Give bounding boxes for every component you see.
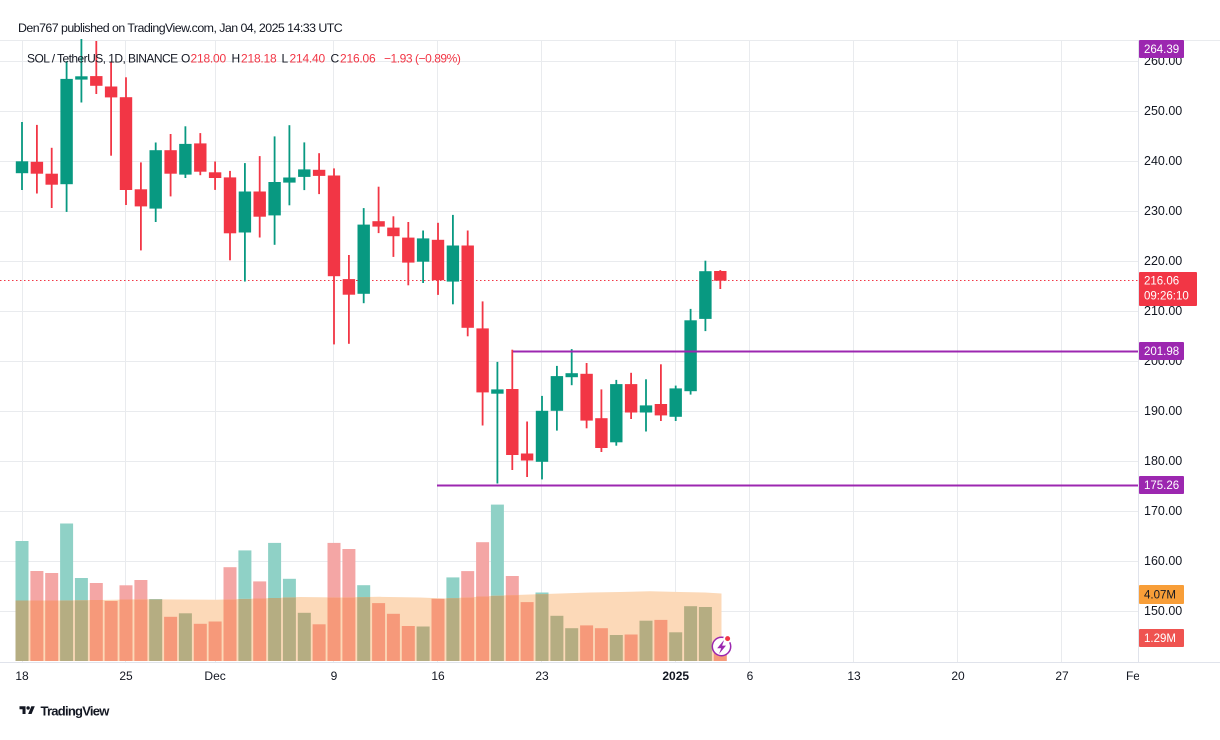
- svg-text:Feb: Feb: [1126, 669, 1147, 683]
- svg-text:25: 25: [119, 669, 133, 683]
- svg-text:180.00: 180.00: [1144, 454, 1182, 468]
- svg-text:230.00: 230.00: [1144, 204, 1182, 218]
- svg-text:170.00: 170.00: [1144, 504, 1182, 518]
- svg-text:2025: 2025: [662, 669, 689, 683]
- svg-text:SOL / TetherUS, 1D, BINANCE: SOL / TetherUS, 1D, BINANCE: [27, 52, 178, 66]
- svg-text:9: 9: [331, 669, 338, 683]
- svg-text:L: L: [282, 52, 289, 66]
- svg-text:201.98: 201.98: [1144, 346, 1179, 358]
- svg-text:210.00: 210.00: [1144, 304, 1182, 318]
- svg-text:Dec: Dec: [204, 669, 225, 683]
- svg-text:190.00: 190.00: [1144, 404, 1182, 418]
- svg-text:09:26:10: 09:26:10: [1144, 291, 1189, 303]
- svg-text:216.06: 216.06: [1144, 276, 1179, 288]
- svg-text:150.00: 150.00: [1144, 604, 1182, 618]
- svg-text:18: 18: [15, 669, 29, 683]
- svg-text:C: C: [331, 52, 340, 66]
- svg-text:16: 16: [431, 669, 445, 683]
- svg-text:O: O: [181, 52, 190, 66]
- svg-text:20: 20: [951, 669, 965, 683]
- svg-text:−1.93 (−0.89%): −1.93 (−0.89%): [384, 52, 461, 66]
- svg-text:250.00: 250.00: [1144, 104, 1182, 118]
- svg-text:TradingView: TradingView: [41, 704, 111, 719]
- svg-text:1.29M: 1.29M: [1144, 633, 1176, 645]
- svg-text:H: H: [232, 52, 241, 66]
- svg-text:6: 6: [747, 669, 754, 683]
- svg-text:4.07M: 4.07M: [1144, 590, 1176, 602]
- svg-text:13: 13: [847, 669, 861, 683]
- svg-text:214.40: 214.40: [290, 52, 326, 66]
- svg-text:240.00: 240.00: [1144, 154, 1182, 168]
- svg-text:220.00: 220.00: [1144, 254, 1182, 268]
- svg-text:218.18: 218.18: [241, 52, 277, 66]
- svg-text:Den767 published on TradingVie: Den767 published on TradingView.com, Jan…: [18, 21, 343, 35]
- svg-text:23: 23: [535, 669, 549, 683]
- svg-text:218.00: 218.00: [191, 52, 227, 66]
- svg-text:160.00: 160.00: [1144, 554, 1182, 568]
- svg-text:264.39: 264.39: [1144, 44, 1179, 56]
- svg-text:216.06: 216.06: [340, 52, 376, 66]
- svg-text:27: 27: [1055, 669, 1069, 683]
- svg-text:175.26: 175.26: [1144, 480, 1179, 492]
